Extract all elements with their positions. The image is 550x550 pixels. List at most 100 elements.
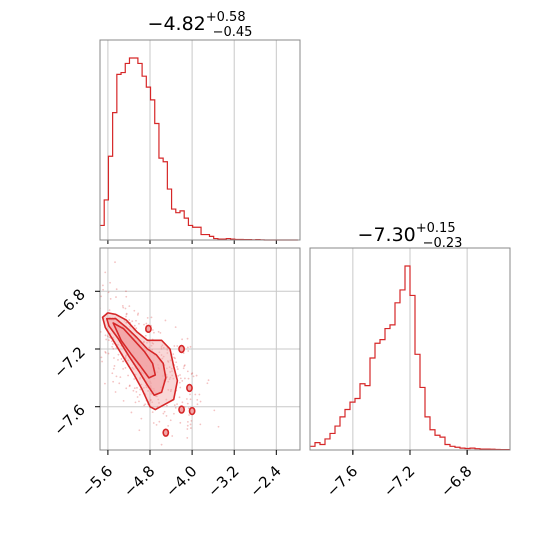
tick-label-x: −3.2 [204, 462, 242, 500]
scatter-point [101, 360, 103, 363]
scatter-point [117, 353, 120, 356]
axes-frame [99, 39, 301, 241]
scatter-point [144, 334, 147, 337]
scatter-point [106, 335, 109, 338]
scatter-point [183, 377, 186, 380]
scatter-point [195, 374, 198, 377]
scatter-point [189, 398, 192, 401]
scatter-point [170, 367, 173, 370]
x-axis-param-2: −7.6 −7.2 −6.8 [323, 450, 476, 501]
scatter-point [102, 288, 104, 291]
scatter-point [152, 342, 155, 345]
scatter-point [149, 399, 152, 402]
scatter-point [181, 338, 183, 341]
scatter-point [177, 374, 180, 377]
scatter-point [160, 354, 163, 356]
scatter-point [187, 377, 190, 380]
scatter-point [85, 268, 87, 270]
scatter-point [173, 412, 175, 415]
scatter-point [207, 379, 210, 382]
scatter-point [97, 331, 99, 333]
scatter-point [165, 415, 168, 417]
scatter-point [158, 420, 161, 423]
scatter-point [168, 378, 171, 381]
scatter-point [136, 386, 138, 389]
scatter-point [175, 361, 178, 364]
scatter-point [179, 421, 182, 424]
scatter-point [145, 386, 148, 389]
scatter-point [157, 398, 160, 401]
scatter-point [109, 281, 111, 284]
scatter-point [198, 393, 201, 396]
scatter-point [104, 350, 107, 353]
scatter-point [189, 393, 191, 396]
scatter-point [191, 372, 194, 375]
scatter-point [189, 423, 192, 426]
scatter-point [152, 422, 155, 424]
scatter-point [167, 388, 170, 391]
scatter-point [111, 343, 114, 345]
scatter-point [131, 320, 134, 323]
svg-text:−4.82+0.58−0.45: −4.82+0.58 −0.45 [148, 10, 253, 40]
scatter-point [189, 427, 192, 429]
scatter-point [112, 336, 115, 339]
scatter-point [125, 290, 127, 293]
scatter-point [133, 324, 136, 327]
svg-text:−7.30+0.15−0.23: −7.30+0.15 −0.23 [358, 221, 463, 251]
scatter-point [158, 402, 160, 404]
scatter-point [183, 365, 186, 368]
scatter-point [132, 368, 135, 371]
scatter-point [144, 403, 147, 406]
scatter-point [161, 344, 164, 347]
scatter-point [122, 360, 125, 363]
scatter-point [138, 322, 140, 325]
scatter-point [93, 336, 95, 338]
scatter-point [104, 271, 107, 274]
scatter-point [136, 313, 139, 316]
scatter-point [124, 366, 127, 369]
scatter-point [206, 382, 209, 385]
scatter-point [167, 380, 170, 383]
scatter-point [169, 376, 172, 379]
scatter-point [151, 401, 154, 404]
scatter-point [108, 336, 111, 339]
contour-island [178, 405, 185, 414]
scatter-point [171, 374, 174, 377]
scatter-point [160, 443, 163, 446]
scatter-point [138, 400, 140, 403]
scatter-point [107, 352, 110, 355]
scatter-point [151, 411, 154, 414]
scatter-point [199, 400, 202, 403]
scatter-point [143, 404, 146, 407]
scatter-point [162, 412, 165, 415]
scatter-point [161, 357, 164, 360]
scatter-point [134, 373, 137, 376]
scatter-contour-panel [85, 247, 301, 451]
scatter-point [169, 390, 172, 393]
contour-island [186, 383, 193, 393]
scatter-point [135, 327, 138, 330]
scatter-point [172, 377, 175, 380]
scatter-point [167, 424, 170, 427]
tick-label-y: −7.6 [50, 401, 88, 439]
tick-label-x: −6.8 [437, 462, 475, 500]
scatter-point [151, 342, 154, 344]
title-param-2: −7.30+0.15 −0.23 [358, 221, 463, 251]
scatter-point [104, 351, 107, 354]
scatter-point [179, 374, 181, 376]
scatter-point [139, 377, 141, 380]
histogram-step-line [310, 265, 510, 451]
scatter-point [143, 323, 145, 326]
scatter-point [139, 388, 142, 391]
tick-label-x: −4.0 [162, 462, 200, 500]
scatter-point [125, 312, 128, 315]
contour-island [178, 344, 185, 354]
scatter-point [150, 316, 153, 319]
title-plus-2: +0.15 [416, 221, 456, 236]
histogram-step-line [100, 57, 298, 241]
scatter-point [93, 344, 95, 346]
scatter-point [162, 355, 165, 358]
scatter-point [168, 366, 171, 369]
scatter-point [172, 353, 175, 356]
scatter-point [155, 423, 158, 426]
